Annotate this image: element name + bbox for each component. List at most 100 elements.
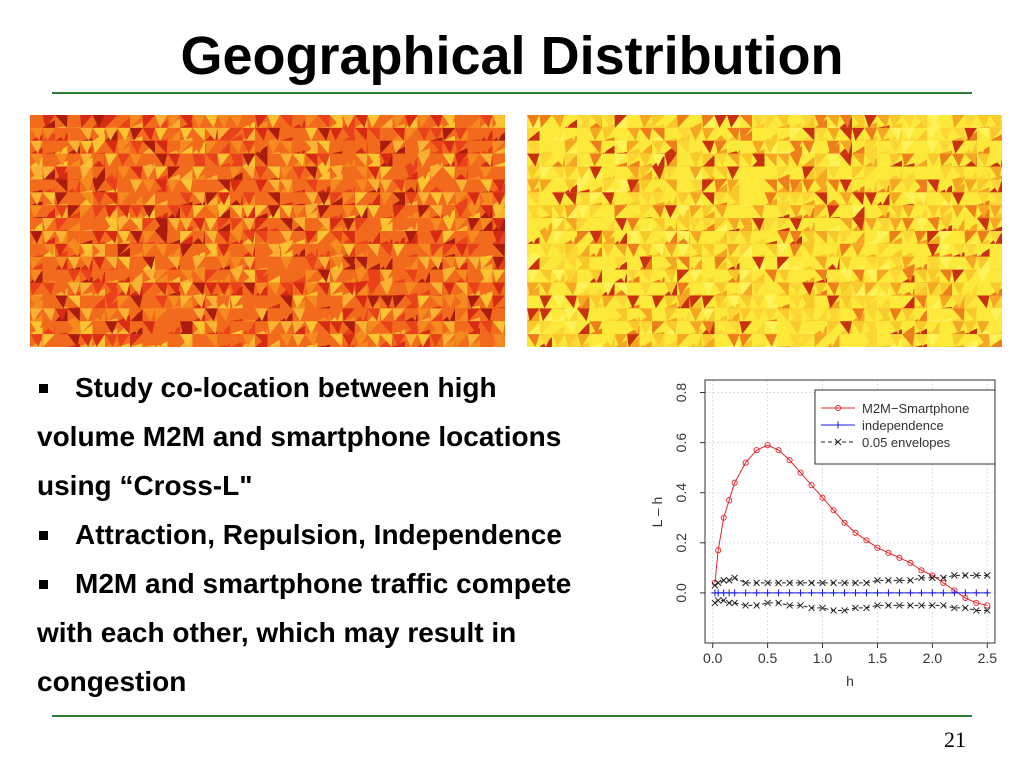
heat-cell (467, 256, 480, 270)
heat-cell (242, 178, 255, 180)
heat-cell (552, 153, 565, 167)
heat-cell (330, 256, 343, 270)
heat-cell (902, 192, 915, 206)
heat-cell (242, 140, 255, 154)
heat-cell (939, 150, 952, 154)
heat-cell (864, 166, 877, 180)
heat-cell (180, 115, 193, 128)
heat-cell (205, 179, 218, 193)
heat-cell (852, 308, 865, 322)
heat-cell (30, 218, 43, 231)
heat-cell (92, 140, 105, 154)
heat-cell (442, 191, 455, 193)
heat-cell (380, 153, 393, 167)
heat-cell (752, 254, 765, 257)
heat-cell (255, 205, 268, 219)
heat-cell (577, 269, 590, 283)
heat-cell (914, 140, 927, 154)
data-point (731, 589, 739, 597)
heat-cell (267, 177, 280, 180)
heat-cell (952, 282, 965, 296)
heat-cell (739, 165, 752, 167)
heat-cell (417, 136, 430, 141)
data-point (775, 599, 782, 607)
heat-cell (939, 126, 952, 128)
data-point (797, 579, 804, 587)
heat-cell (689, 253, 702, 257)
data-point (720, 514, 727, 521)
heat-cell (455, 140, 468, 154)
heat-cell (614, 256, 627, 270)
heat-cell (989, 231, 1002, 244)
heat-cell (839, 269, 852, 283)
heat-cell (639, 231, 652, 244)
heat-cell (467, 192, 480, 206)
data-point (896, 554, 903, 561)
heat-cell (839, 256, 852, 270)
heat-cell (442, 166, 455, 180)
heat-cell (577, 127, 590, 141)
heat-cell (777, 269, 790, 283)
data-point (830, 507, 837, 514)
data-point (917, 589, 925, 597)
heat-cell (577, 115, 590, 128)
heat-cell (117, 205, 130, 219)
heat-cell (80, 231, 93, 244)
heat-cell (205, 308, 218, 322)
data-point (797, 602, 804, 609)
heat-cell (142, 308, 155, 322)
heat-cell (42, 308, 55, 322)
heat-cell (142, 282, 155, 296)
heat-cell (889, 205, 902, 219)
heat-cell (142, 256, 155, 270)
heat-cell (305, 192, 318, 206)
heat-cell (380, 295, 393, 309)
heat-cell (927, 269, 940, 283)
heat-cell (317, 127, 330, 141)
heat-cell (317, 140, 330, 154)
heat-cell (577, 152, 590, 154)
heat-cell (752, 315, 765, 322)
heat-cell (130, 140, 143, 154)
heat-cell (564, 245, 577, 257)
heat-cell (180, 201, 193, 206)
heat-cell (702, 192, 715, 206)
heat-cell (280, 243, 293, 257)
data-point (852, 529, 859, 536)
heat-cell (852, 205, 865, 219)
heat-cell (455, 123, 468, 128)
heat-cell (317, 192, 330, 206)
heat-cell (777, 227, 790, 231)
heat-cell (764, 319, 777, 322)
heat-cell (67, 256, 80, 270)
heat-cell (677, 287, 690, 296)
heat-cell (55, 127, 68, 141)
heat-cell (689, 239, 702, 244)
heat-cell (689, 256, 702, 270)
heat-cell (727, 150, 740, 154)
heat-cell (205, 140, 218, 154)
heat-cell (267, 179, 280, 193)
data-point (928, 589, 936, 597)
heat-cell (564, 205, 577, 219)
heat-cell (727, 206, 740, 219)
heat-cell (889, 308, 902, 322)
heat-cell (839, 115, 852, 128)
heat-cell (230, 140, 243, 154)
heat-cell (602, 321, 615, 335)
heat-cell (764, 115, 777, 128)
heat-cell (914, 256, 927, 270)
heat-cell (492, 161, 505, 167)
heat-cell (130, 153, 143, 167)
heat-cell (67, 243, 80, 257)
heat-cell (827, 192, 840, 206)
heat-cell (442, 306, 455, 309)
heat-cell (280, 229, 293, 231)
heat-cell (952, 334, 965, 347)
heat-cell (267, 303, 280, 309)
x-tick-label: 0.5 (758, 650, 778, 666)
heat-cell (80, 157, 93, 167)
heat-cell (939, 243, 952, 257)
heat-cell (455, 217, 468, 219)
heat-cell (639, 127, 652, 141)
